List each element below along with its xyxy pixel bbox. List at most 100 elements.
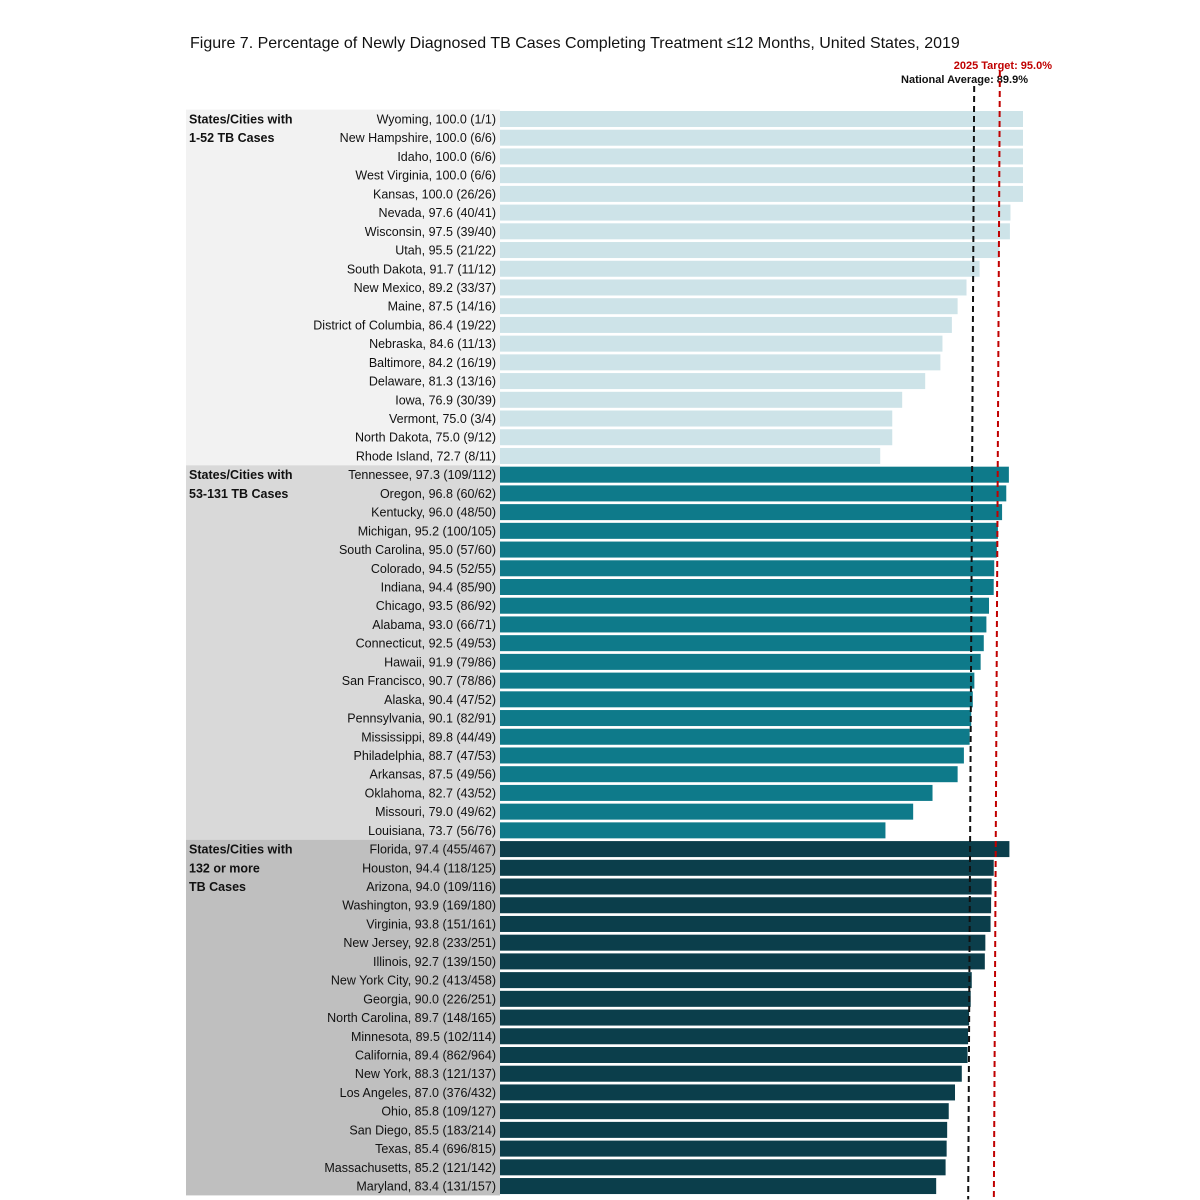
bar-label: Delaware, 81.3 (13/16) [369,375,496,389]
bar-label: Florida, 97.4 (455/467) [370,843,496,857]
bar [500,1009,970,1026]
bar [500,1178,937,1195]
bar [500,354,941,371]
bar-label: Kentucky, 96.0 (48/50) [371,506,496,520]
group-band [186,839,500,1196]
group-label: States/Cities with [189,113,293,127]
bar-label: California, 89.4 (862/964) [355,1049,496,1063]
group-label: States/Cities with [189,843,293,857]
bar-label: San Diego, 85.5 (183/214) [349,1123,496,1137]
bar-label: New Jersey, 92.8 (233/251) [343,936,496,950]
bar-label: Kansas, 100.0 (26/26) [373,187,496,201]
bar [500,560,995,577]
reference-line [967,85,976,1200]
bar-label: New Hampshire, 100.0 (6/6) [340,131,496,145]
bar-label: South Dakota, 91.7 (11/12) [347,262,496,276]
bar-label: Philadelphia, 88.7 (47/53) [354,749,496,763]
bar-label: Connecticut, 92.5 (49/53) [356,637,496,651]
bar [500,653,981,670]
bar-label: Washington, 93.9 (169/180) [342,899,496,913]
bar [500,1121,948,1138]
bar-label: Nebraska, 84.6 (11/13) [369,337,496,351]
bar-label: Tennessee, 97.3 (109/112) [348,468,496,482]
bar-label: Georgia, 90.0 (226/251) [363,992,496,1006]
bar-label: Nevada, 97.6 (40/41) [379,206,496,220]
bar-label: Massachusetts, 85.2 (121/142) [324,1161,496,1175]
bar-label: Arkansas, 87.5 (49/56) [370,768,496,782]
bar [500,541,997,558]
bar-label: Rhode Island, 72.7 (8/11) [356,449,496,463]
bar-label: Missouri, 79.0 (49/62) [375,805,496,819]
bar [500,429,893,446]
bar-label: San Francisco, 90.7 (78/86) [342,674,496,688]
group-label: 53-131 TB Cases [189,487,288,501]
bar [500,485,1007,502]
bar-label: Oklahoma, 82.7 (43/52) [365,786,496,800]
bar [500,691,973,708]
bar-label: Minnesota, 89.5 (102/114) [351,1030,496,1044]
group-label: 1-52 TB Cases [189,131,275,145]
bar-label: Alabama, 93.0 (66/71) [372,618,496,632]
group-label: States/Cities with [189,468,293,482]
bar [500,953,985,970]
bar-label: Texas, 85.4 (696/815) [375,1142,496,1156]
bar [500,672,975,689]
bar-label: Los Angeles, 87.0 (376/432) [340,1086,496,1100]
bar-label: West Virginia, 100.0 (6/6) [355,169,496,183]
bar [500,897,992,914]
bar [500,1028,969,1045]
bar [500,766,958,783]
bar [500,204,1011,221]
bar [500,260,980,277]
bar-label: Vermont, 75.0 (3/4) [389,412,496,426]
bar [500,915,991,932]
bar [500,803,914,820]
group-band [186,109,500,466]
bar-label: Oregon, 96.8 (60/62) [380,487,496,501]
bar-label: Colorado, 94.5 (52/55) [371,562,496,576]
bar [500,747,964,764]
bar [500,990,971,1007]
group-label: 132 or more [189,861,260,875]
bar-label: North Carolina, 89.7 (148/165) [327,1011,496,1025]
bar [500,972,972,989]
bar [500,447,881,464]
bar-label: Mississippi, 89.8 (44/49) [361,730,496,744]
bar [500,1103,949,1120]
bar-label: Alaska, 90.4 (47/52) [384,693,496,707]
bar [500,784,933,801]
bar-label: North Dakota, 75.0 (9/12) [355,431,496,445]
bar-label: Hawaii, 91.9 (79/86) [384,655,496,669]
bar-label: New York City, 90.2 (413/458) [331,974,496,988]
bar [500,316,952,333]
bar [500,1159,946,1176]
bar-label: New Mexico, 89.2 (33/37) [354,281,496,295]
bar-label: Virginia, 93.8 (151/161) [366,917,496,931]
bar-label: Maine, 87.5 (14/16) [388,300,496,314]
bar-label: Chicago, 93.5 (86/92) [376,599,496,613]
group-label: TB Cases [189,880,246,894]
bar [500,129,1023,146]
bar-label: Utah, 95.5 (21/22) [395,244,496,258]
bar [500,822,886,839]
bar [500,298,958,315]
bar [500,859,994,876]
chart-title: Figure 7. Percentage of Newly Diagnosed … [190,35,960,52]
bar-label: Iowa, 76.9 (30/39) [395,393,496,407]
bar [500,597,990,614]
bar-label: Indiana, 94.4 (85/90) [381,581,496,595]
bar [500,728,970,745]
reference-line-label: National Average: 89.9% [901,74,1028,86]
bar [500,167,1023,184]
bar [500,410,893,427]
bar [500,635,984,652]
bar [500,579,994,595]
bar-label: Louisiana, 73.7 (56/76) [368,824,496,838]
bar [500,391,903,408]
bar-label: Ohio, 85.8 (109/127) [381,1105,496,1119]
bar-label: Baltimore, 84.2 (16/19) [369,356,496,370]
bar [500,504,1003,521]
bar [500,111,1023,127]
bar-label: Wisconsin, 97.5 (39/40) [365,225,496,239]
